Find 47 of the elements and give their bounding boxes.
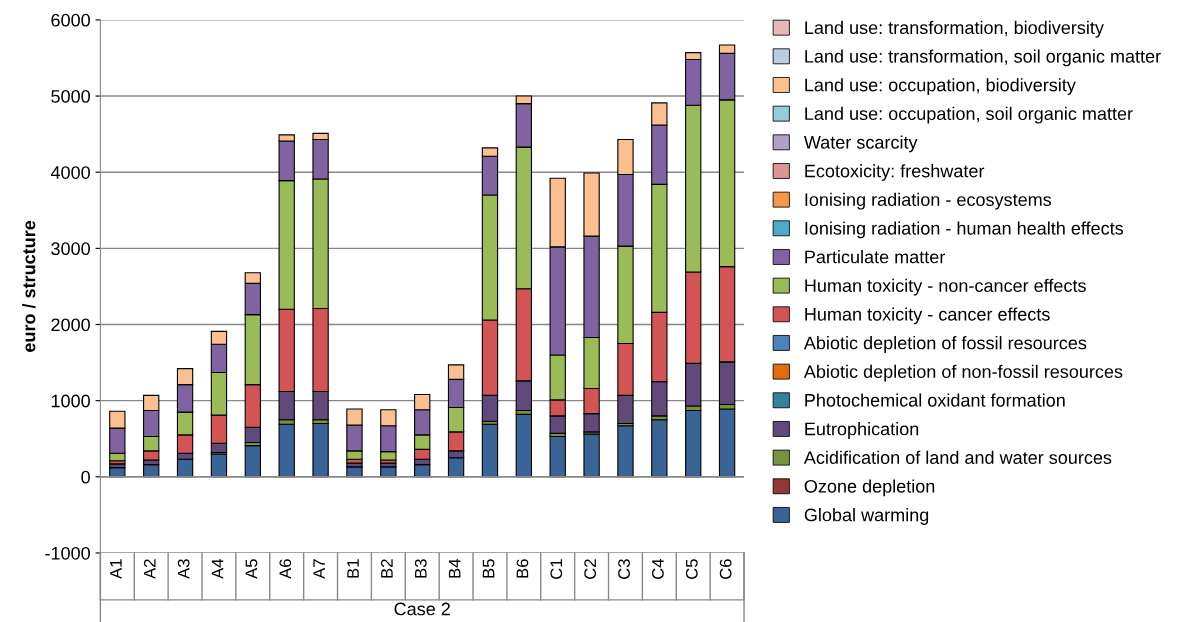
- y-tick-label: -1000: [45, 546, 90, 560]
- x-tick-label: B6: [516, 559, 529, 578]
- x-tick-label: B5: [482, 559, 495, 578]
- y-tick-label: 3000: [51, 242, 90, 256]
- x-tick-label: C6: [719, 559, 732, 579]
- legend-label: Ionising radiation - ecosystems: [805, 192, 1052, 210]
- y-tick-label: 2000: [51, 318, 90, 332]
- legend-label: Abiotic depletion of non-fossil resources: [803, 364, 1123, 382]
- x-tick-label: A5: [245, 559, 258, 579]
- legend-label: Human toxicity - cancer effects: [805, 307, 1050, 325]
- legend-label: Photochemical oxidant formation: [805, 393, 1065, 407]
- legend-label: Eutrophication: [805, 422, 919, 439]
- y-axis-title: euro / structure: [22, 220, 36, 352]
- x-tick-label: B4: [448, 559, 461, 578]
- x-tick-label: C2: [584, 559, 597, 579]
- legend-label: Ionising radiation - human health effects: [805, 221, 1124, 239]
- legend-label: Land use: transformation, soil organic matter: [805, 49, 1161, 67]
- x-tick-label: A7: [313, 559, 325, 579]
- y-tick-label: 5000: [51, 89, 90, 103]
- x-tick-label: A3: [177, 559, 190, 579]
- x-tick-label: A1: [110, 559, 122, 579]
- x-tick-label: C5: [685, 559, 698, 579]
- x-tick-label: C3: [618, 559, 630, 579]
- x-tick-label: B3: [414, 559, 427, 578]
- y-tick-label: 6000: [51, 13, 90, 27]
- legend-label: Water scarcity: [803, 135, 918, 153]
- y-tick-label: 1000: [51, 394, 90, 408]
- y-tick-label: 4000: [50, 166, 90, 179]
- legend-label: Global warming: [804, 508, 929, 525]
- legend-label: Abiotic depletion of fossil resources: [803, 336, 1087, 353]
- x-tick-label: C1: [550, 559, 563, 579]
- x-tick-label: B2: [381, 559, 393, 578]
- x-tick-label: A6: [279, 559, 292, 579]
- legend-label: Land use: transformation, biodiversity: [805, 20, 1104, 38]
- y-tick-label: 0: [81, 470, 90, 484]
- legend-label: Ozone depletion: [804, 479, 935, 497]
- legend-label: Human toxicity - non-cancer effects: [805, 278, 1086, 296]
- x-tick-label: A4: [211, 559, 224, 579]
- legend-label: Acidification of land and water sources: [803, 450, 1112, 465]
- legend-label: Land use: occupation, biodiversity: [805, 78, 1076, 95]
- x-tick-label: C4: [652, 559, 664, 579]
- legend-label: Ecotoxicity: freshwater: [805, 164, 985, 181]
- x-tick-label: A2: [143, 559, 156, 579]
- x-tick-label: B1: [347, 559, 359, 578]
- legend-label: Land use: occupation, soil organic matter: [805, 106, 1133, 124]
- legend-label: Particulate matter: [805, 250, 946, 264]
- text: Case 2: [394, 602, 450, 616]
